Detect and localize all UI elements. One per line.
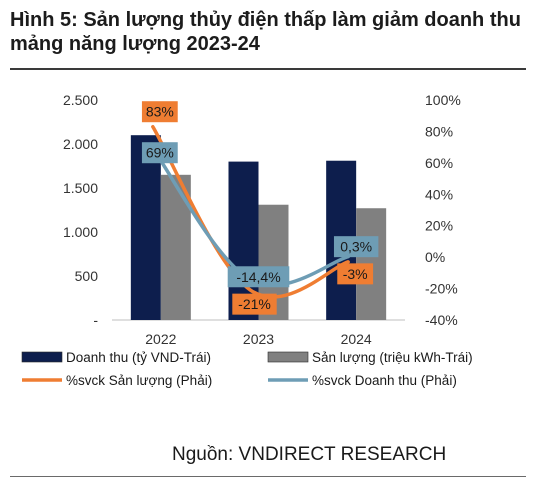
- right-axis-tick-label: 100%: [425, 92, 461, 108]
- data-label-box: [141, 101, 178, 123]
- data-label: -21%: [238, 296, 271, 312]
- left-axis-tick-label: 1.500: [63, 180, 98, 196]
- left-axis-tick-label: 500: [75, 268, 99, 284]
- data-label: 69%: [146, 145, 174, 161]
- x-axis-tick-label: 2024: [341, 331, 372, 347]
- left-axis-tick-label: 1.000: [63, 224, 98, 240]
- bottom-divider: [10, 476, 526, 477]
- right-axis-tick-label: 60%: [425, 155, 453, 171]
- data-label: -3%: [343, 266, 368, 282]
- data-label: 83%: [146, 104, 174, 120]
- left-axis-tick-label: -: [93, 312, 98, 328]
- combo-chart: - 500 1.000 1.500 2.000 2.500 -40% -20% 0% 20% 40%…: [21, 92, 473, 388]
- data-label-box: [232, 293, 277, 315]
- right-axis-tick-label: 40%: [425, 186, 453, 202]
- legend-label: Sản lượng (triệu kWh-Trái): [312, 350, 473, 365]
- legend-swatch: [267, 351, 309, 363]
- title-divider: [10, 68, 526, 70]
- data-label: -14,4%: [236, 269, 280, 285]
- left-axis-tick-label: 2.000: [63, 136, 98, 152]
- legend-swatch: [21, 351, 63, 363]
- legend-label: %svck Sản lượng (Phải): [66, 373, 212, 388]
- data-label: 0,3%: [340, 239, 372, 255]
- legend-label: Doanh thu (tỷ VND-Trái): [66, 350, 211, 365]
- data-label-box: [333, 236, 379, 258]
- chart-title: Hình 5: Sản lượng thủy điện thấp làm giả…: [10, 9, 521, 55]
- x-axis-tick-label: 2022: [145, 331, 176, 347]
- bar-doanh-thu: [130, 135, 161, 320]
- right-axis-tick-label: -20%: [425, 281, 458, 297]
- legend-label: %svck Doanh thu (Phải): [312, 373, 457, 388]
- right-axis-tick-label: 0%: [425, 249, 445, 265]
- right-axis-tick-label: 80%: [425, 123, 453, 139]
- data-label-box: [337, 263, 374, 285]
- x-axis-tick-label: 2023: [243, 331, 274, 347]
- right-axis-tick-label: -40%: [425, 312, 458, 328]
- right-axis-tick-label: 20%: [425, 218, 453, 234]
- line-svck-san-luong: [151, 124, 350, 299]
- left-axis-tick-label: 2.500: [63, 92, 98, 108]
- data-label-box: [141, 142, 178, 164]
- data-label-box: [227, 266, 290, 288]
- source-note: Nguồn: VNDIRECT RESEARCH: [172, 444, 447, 465]
